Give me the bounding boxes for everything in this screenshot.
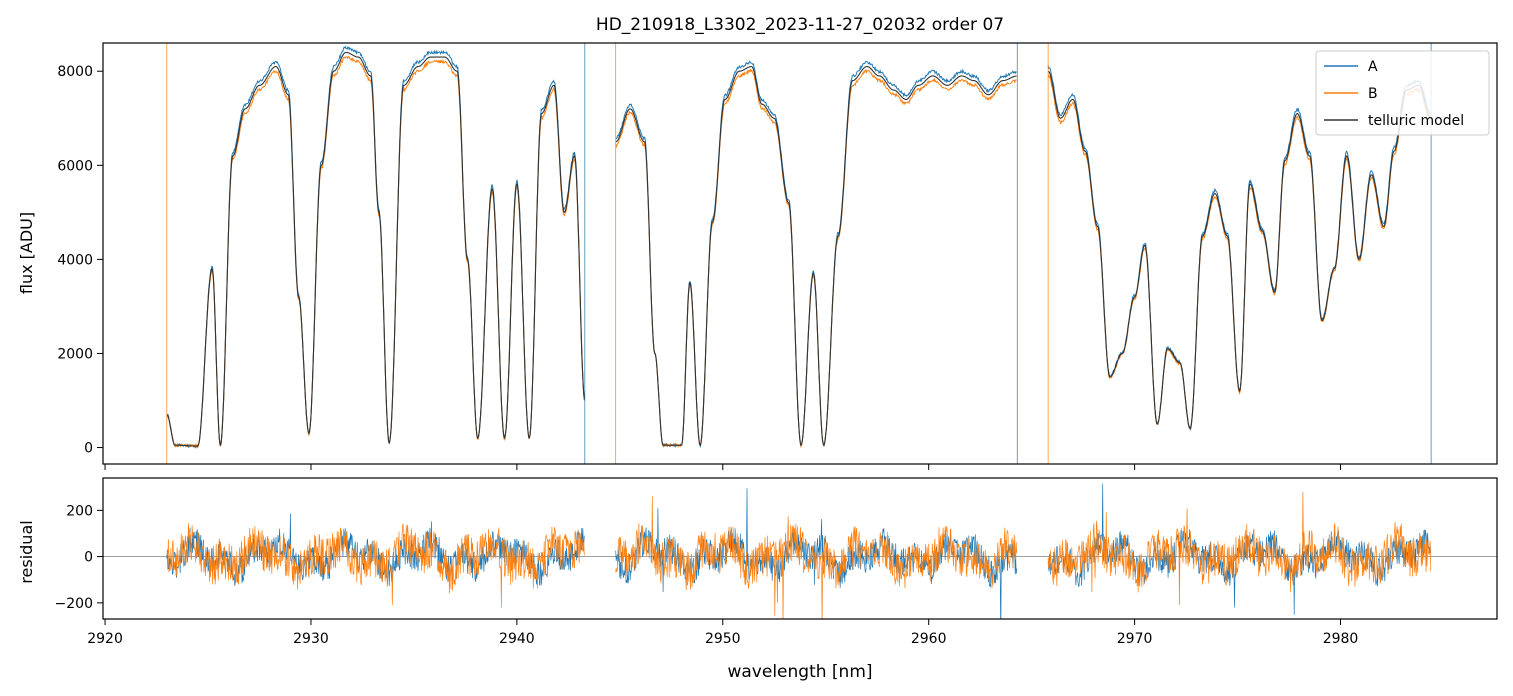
- flux-axis-ticks: 0 2000 4000 6000 8000: [57, 64, 1342, 470]
- residual-ytick-label: −200: [55, 596, 93, 612]
- residual-b-line: [166, 523, 585, 608]
- telluric-model-line: [615, 65, 1017, 447]
- residual-ytick-label: 200: [66, 503, 93, 519]
- flux-ytick-label: 2000: [57, 346, 93, 362]
- residual-xtick-label: 2930: [293, 631, 329, 647]
- residual-ylabel: residual: [17, 520, 36, 583]
- flux-ylabel: flux [ADU]: [17, 212, 36, 294]
- residual-axis-ticks: 2920 2930 2940 2950 2960 2970 2980 −200 0 200: [55, 503, 1359, 647]
- legend-label-b: B: [1368, 86, 1378, 102]
- flux-ytick-label: 8000: [57, 64, 93, 80]
- flux-traces: [166, 43, 1432, 464]
- residual-ytick-label: 0: [84, 550, 93, 566]
- residual-xtick-label: 2920: [87, 631, 123, 647]
- flux-panel: 0 2000 4000 6000 8000 flux [ADU]: [17, 42, 1498, 470]
- residual-panel-frame: [102, 477, 1498, 620]
- legend-label-a: A: [1368, 59, 1378, 75]
- residual-traces: [103, 483, 1497, 619]
- residual-xtick-label: 2970: [1117, 631, 1153, 647]
- legend: A B telluric model: [1315, 50, 1490, 136]
- xlabel: wavelength [nm]: [727, 662, 872, 682]
- series-b-line: [615, 68, 1017, 449]
- telluric-model-line: [1047, 70, 1431, 430]
- telluric-model-line: [166, 51, 585, 447]
- flux-ytick-label: 6000: [57, 158, 93, 174]
- residual-xtick-label: 2960: [911, 631, 947, 647]
- legend-label-model: telluric model: [1368, 113, 1464, 129]
- series-a-line: [166, 45, 585, 449]
- residual-b-line: [615, 495, 1018, 619]
- flux-panel-frame: [102, 42, 1498, 465]
- residual-b-line: [1047, 491, 1431, 606]
- residual-panel: 2920 2930 2940 2950 2960 2970 2980 −200 0 200 res…: [17, 477, 1498, 682]
- flux-ytick-label: 0: [84, 441, 93, 457]
- residual-xtick-label: 2980: [1323, 631, 1359, 647]
- residual-xtick-label: 2940: [499, 631, 535, 647]
- series-a-line: [615, 60, 1017, 449]
- chart-title: HD_210918_L3302_2023-11-27_02032 order 0…: [596, 15, 1004, 35]
- flux-ytick-label: 4000: [57, 252, 93, 268]
- residual-xtick-label: 2950: [705, 631, 741, 647]
- series-b-line: [166, 55, 585, 449]
- legend-box: [1315, 50, 1490, 136]
